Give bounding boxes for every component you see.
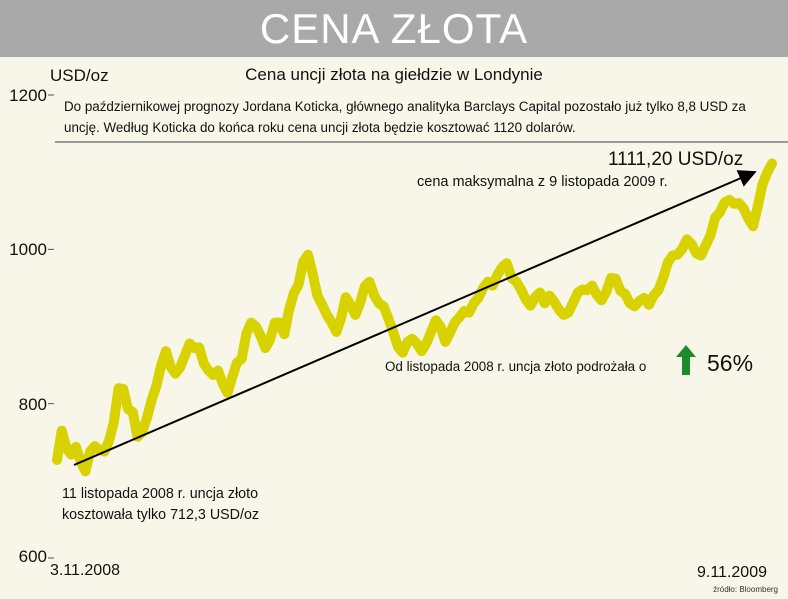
max-price-note: cena maksymalna z 9 listopada 2009 r.: [417, 174, 668, 190]
page-title: CENA ZŁOTA: [259, 4, 529, 52]
y-axis-unit: USD/oz: [50, 66, 109, 85]
y-tick-label: 1200: [9, 86, 47, 105]
start-price-note: 11 listopada 2008 r. uncja złoto kosztow…: [62, 486, 260, 523]
chart-title: Cena uncji złota na giełdzie w Londynie: [245, 65, 543, 84]
y-tick-label: 1000: [9, 240, 47, 259]
source-credit: źródło: Bloomberg: [713, 585, 778, 594]
rise-percent: 56%: [707, 350, 754, 376]
rise-note: Od listopada 2008 r. uncja złoto podroża…: [385, 359, 647, 374]
forecast-note: Do październikowej prognozy Jordana Koti…: [64, 99, 746, 135]
x-start-label: 3.11.2008: [50, 562, 120, 579]
max-price-label: 1111,20 USD/oz: [608, 149, 744, 170]
title-banner: CENA ZŁOTA: [0, 0, 788, 57]
price-line: [52, 158, 777, 477]
x-end-label: 9.11.2009: [697, 564, 767, 581]
y-tick-label: 800: [18, 395, 47, 414]
trend-arrow: [73, 170, 757, 466]
up-arrow-icon: [676, 345, 696, 375]
y-tick-label: 600: [18, 547, 47, 566]
